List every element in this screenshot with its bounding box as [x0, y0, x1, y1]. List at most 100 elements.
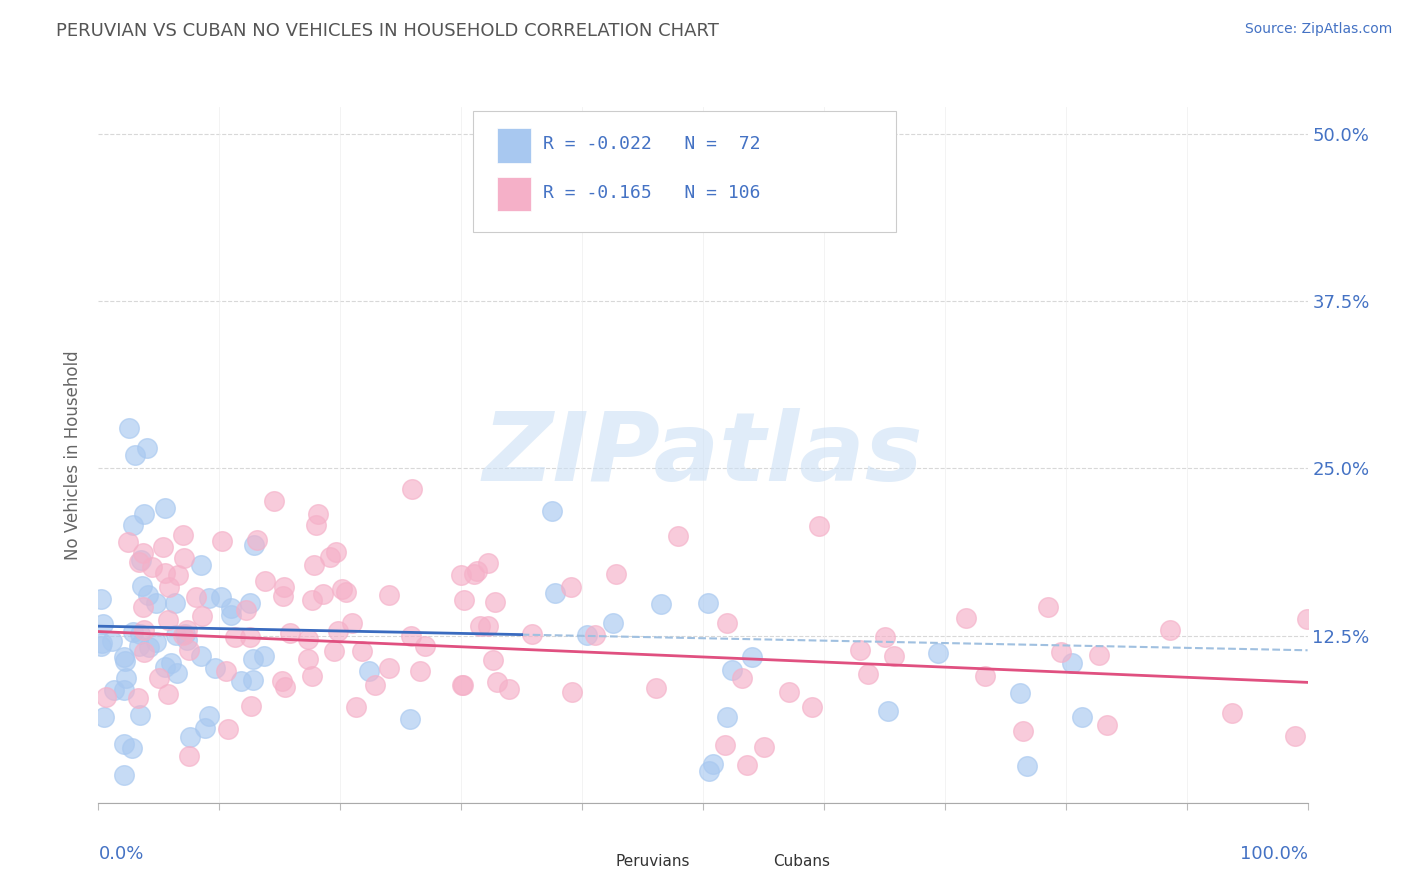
Point	[498, 682, 520, 697]
Point	[297, 632, 319, 647]
Point	[481, 653, 503, 667]
Point	[112, 737, 135, 751]
Point	[172, 628, 194, 642]
Point	[190, 608, 212, 623]
Point	[112, 767, 135, 781]
Point	[159, 656, 181, 670]
Point	[253, 574, 276, 588]
Text: Peruvians: Peruvians	[616, 855, 690, 870]
Point	[560, 580, 582, 594]
Point	[319, 549, 342, 564]
Point	[330, 582, 353, 596]
Point	[145, 635, 167, 649]
Point	[165, 596, 187, 610]
Point	[735, 757, 758, 772]
Point	[157, 580, 180, 594]
Point	[716, 710, 738, 724]
Point	[602, 616, 624, 631]
Point	[131, 546, 153, 560]
Point	[129, 552, 152, 566]
Point	[198, 708, 221, 723]
Point	[153, 660, 176, 674]
Point	[165, 628, 187, 642]
Point	[359, 664, 381, 678]
Point	[731, 672, 754, 686]
Point	[156, 687, 179, 701]
Point	[231, 674, 253, 689]
Text: PERUVIAN VS CUBAN NO VEHICLES IN HOUSEHOLD CORRELATION CHART: PERUVIAN VS CUBAN NO VEHICLES IN HOUSEHO…	[56, 22, 718, 40]
Point	[301, 669, 323, 683]
Point	[883, 649, 905, 664]
Point	[93, 710, 115, 724]
Point	[1049, 645, 1071, 659]
Point	[297, 652, 319, 666]
Point	[215, 665, 238, 679]
Point	[927, 646, 949, 660]
Point	[194, 722, 217, 736]
Point	[301, 593, 323, 607]
Point	[576, 628, 599, 642]
Point	[1095, 718, 1118, 732]
Point	[1060, 656, 1083, 670]
Point	[465, 564, 488, 578]
Point	[401, 482, 423, 496]
Point	[103, 683, 125, 698]
Point	[132, 599, 155, 614]
Point	[153, 501, 176, 516]
Point	[714, 739, 737, 753]
Point	[128, 708, 150, 723]
Point	[302, 558, 325, 573]
Point	[741, 650, 763, 665]
Y-axis label: No Vehicles in Household: No Vehicles in Household	[65, 350, 83, 560]
Point	[955, 611, 977, 625]
Point	[346, 700, 368, 714]
FancyBboxPatch shape	[498, 177, 531, 211]
Point	[876, 704, 898, 718]
Point	[666, 528, 689, 542]
Point	[122, 517, 145, 532]
Point	[463, 567, 485, 582]
Point	[1284, 729, 1306, 743]
Point	[197, 591, 219, 605]
Point	[239, 596, 262, 610]
Point	[242, 652, 264, 666]
Point	[136, 588, 159, 602]
Point	[325, 545, 347, 559]
Point	[239, 630, 262, 644]
Point	[118, 421, 141, 435]
Point	[224, 630, 246, 644]
Point	[204, 661, 226, 675]
Point	[364, 678, 387, 692]
Point	[190, 558, 212, 572]
Point	[468, 618, 491, 632]
Point	[246, 533, 269, 547]
Point	[173, 551, 195, 566]
Point	[112, 650, 135, 665]
Point	[605, 567, 627, 582]
Point	[134, 623, 156, 637]
Point	[132, 645, 155, 659]
Point	[484, 595, 506, 609]
Point	[128, 627, 150, 641]
Point	[413, 639, 436, 653]
Point	[696, 596, 718, 610]
Point	[112, 682, 135, 697]
Point	[450, 567, 472, 582]
Point	[1011, 723, 1033, 738]
Point	[122, 624, 145, 639]
Point	[114, 672, 136, 686]
Point	[340, 615, 363, 630]
Point	[141, 559, 163, 574]
Point	[752, 739, 775, 754]
Point	[451, 678, 474, 692]
Point	[177, 749, 200, 764]
Point	[278, 625, 301, 640]
Point	[131, 579, 153, 593]
Point	[1008, 686, 1031, 700]
Text: R = -0.022   N =  72: R = -0.022 N = 72	[543, 135, 761, 153]
Point	[90, 639, 112, 653]
Point	[90, 636, 112, 650]
Point	[716, 616, 738, 631]
Point	[1087, 648, 1109, 662]
Point	[1220, 706, 1243, 720]
